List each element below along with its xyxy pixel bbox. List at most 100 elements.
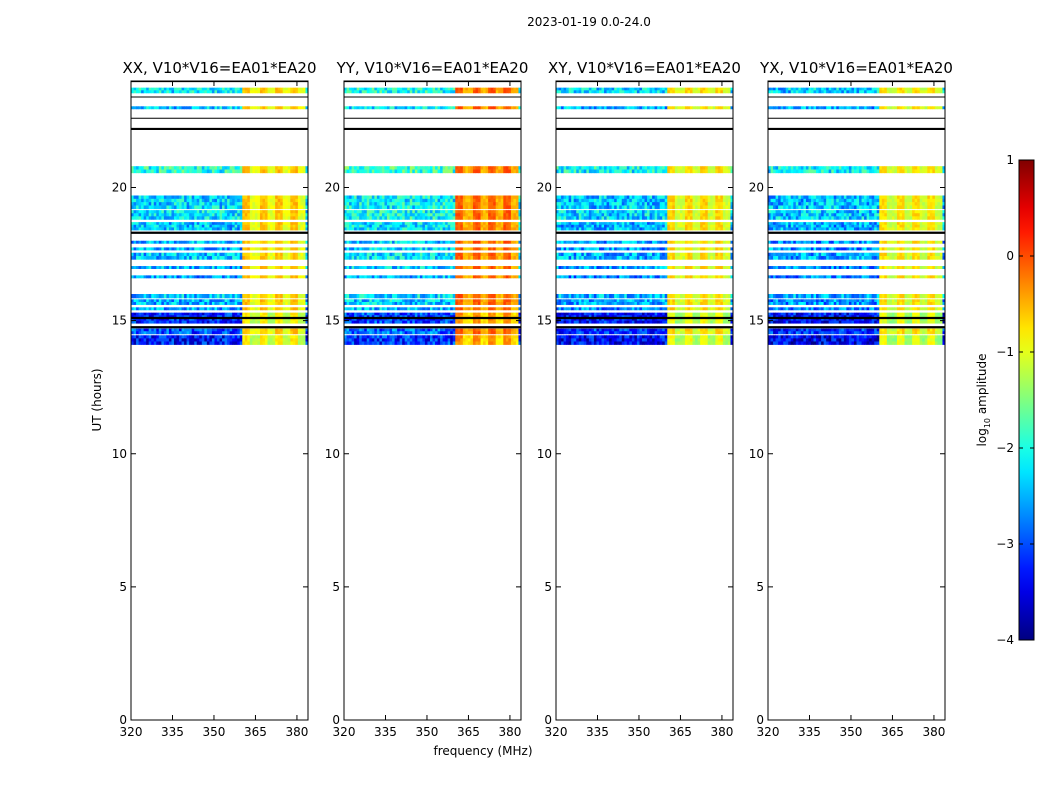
heatmap-cell <box>156 312 160 316</box>
heatmap-cell <box>346 224 350 228</box>
heatmap-cell <box>472 252 476 257</box>
heatmap-cell <box>254 247 258 251</box>
heatmap-cell <box>222 202 225 206</box>
heatmap-cell <box>389 312 393 316</box>
heatmap-cell <box>500 224 504 228</box>
heatmap-cell <box>417 294 421 299</box>
heatmap-cell <box>290 299 294 303</box>
heatmap-cell <box>404 87 408 91</box>
heatmap-cell <box>364 205 368 210</box>
heatmap-cell <box>171 202 175 206</box>
heatmap-cell <box>364 166 368 170</box>
heatmap-cell <box>457 312 461 316</box>
heatmap-cell <box>247 205 251 210</box>
heatmap-cell <box>407 87 411 91</box>
heatmap-cell <box>412 307 416 311</box>
heatmap-cell <box>179 216 182 220</box>
heatmap-cell <box>369 210 373 214</box>
heatmap-cell <box>450 166 454 170</box>
heatmap-cell <box>440 198 444 203</box>
heatmap-cell <box>513 106 517 110</box>
heatmap-cell <box>414 312 418 316</box>
heatmap-cell <box>409 227 413 231</box>
heatmap-cell <box>277 216 281 220</box>
heatmap-cell <box>257 338 261 342</box>
heatmap-cell <box>227 210 231 214</box>
heatmap-cell <box>242 247 246 251</box>
heatmap-cell <box>392 252 395 257</box>
heatmap-cell <box>478 240 481 244</box>
heatmap-cell <box>166 275 170 279</box>
heatmap-cell <box>568 90 572 94</box>
heatmap-cell <box>136 252 139 257</box>
heatmap-cell <box>146 224 150 228</box>
heatmap-cell <box>156 222 160 226</box>
heatmap-cell <box>447 210 451 214</box>
heatmap-cell <box>161 266 165 269</box>
heatmap-cell <box>211 222 215 226</box>
heatmap-cell <box>422 252 426 257</box>
heatmap-cell <box>432 294 436 299</box>
heatmap-cell <box>267 195 271 200</box>
heatmap-cell <box>356 266 360 269</box>
heatmap-cell <box>346 338 350 342</box>
heatmap-cell <box>480 317 484 321</box>
heatmap-cell <box>490 106 494 110</box>
heatmap-cell <box>702 87 706 91</box>
heatmap-cell <box>209 90 213 94</box>
heatmap-cell <box>277 335 281 339</box>
heatmap-cell <box>389 275 393 279</box>
heatmap-cell <box>505 198 509 203</box>
heatmap-cell <box>412 195 416 200</box>
heatmap-cell <box>386 341 390 345</box>
heatmap-cell <box>171 315 175 319</box>
heatmap-cell <box>216 320 220 324</box>
heatmap-cell <box>697 87 701 91</box>
heatmap-cell <box>445 317 449 321</box>
heatmap-cell <box>199 216 203 220</box>
heatmap-cell <box>189 341 193 345</box>
heatmap-cell <box>297 307 301 311</box>
heatmap-cell <box>234 307 238 311</box>
heatmap-cell <box>234 338 238 342</box>
heatmap-cell <box>379 317 383 321</box>
heatmap-cell <box>153 222 157 226</box>
heatmap-cell <box>158 341 162 345</box>
heatmap-cell <box>201 294 205 299</box>
heatmap-cell <box>252 195 256 200</box>
heatmap-cell <box>376 106 380 110</box>
heatmap-cell <box>259 240 263 244</box>
heatmap-cell <box>440 338 444 342</box>
heatmap-cell <box>257 213 261 217</box>
heatmap-cell <box>146 222 150 226</box>
heatmap-cell <box>161 87 165 91</box>
heatmap-cell <box>280 198 284 203</box>
heatmap-cell <box>214 299 218 303</box>
heatmap-cell <box>166 320 170 324</box>
heatmap-cell <box>515 205 519 210</box>
heatmap-cell <box>262 275 266 279</box>
heatmap-cell <box>460 266 464 269</box>
heatmap-cell <box>384 341 388 345</box>
heatmap-cell <box>158 210 162 214</box>
heatmap-cell <box>440 317 444 321</box>
heatmap-cell <box>356 331 360 335</box>
heatmap-cell <box>199 312 203 316</box>
heatmap-cell <box>566 106 570 110</box>
heatmap-cell <box>503 275 507 279</box>
heatmap-cell <box>242 216 246 220</box>
heatmap-cell <box>498 294 502 299</box>
heatmap-cell <box>659 90 663 94</box>
heatmap-cell <box>151 166 155 170</box>
heatmap-cell <box>379 294 383 299</box>
heatmap-cell <box>186 335 190 339</box>
heatmap-cell <box>730 87 733 91</box>
heatmap-cell <box>272 202 276 206</box>
heatmap-cell <box>136 224 139 228</box>
heatmap-cell <box>136 216 139 220</box>
heatmap-cell <box>460 320 464 324</box>
heatmap-cell <box>346 301 350 305</box>
heatmap-cell <box>455 90 459 94</box>
heatmap-cell <box>371 166 375 170</box>
heatmap-cell <box>168 106 172 110</box>
